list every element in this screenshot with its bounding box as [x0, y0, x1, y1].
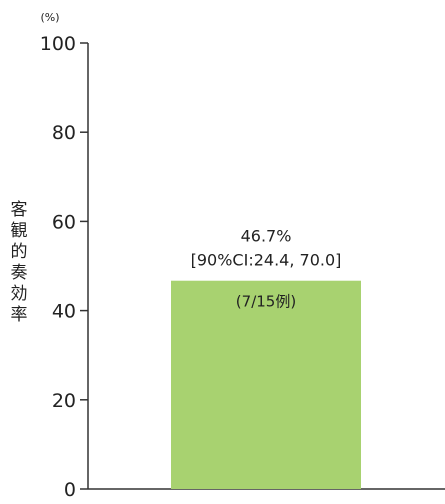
y-axis-title-char: 的	[11, 242, 28, 262]
y-tick-label: 40	[52, 301, 76, 323]
bar-count-label: (7/15例)	[236, 293, 296, 311]
y-axis-title-char: 客	[11, 200, 28, 220]
y-axis-title-char: 奏	[11, 263, 28, 283]
bar	[171, 280, 361, 489]
y-tick-label: 100	[40, 33, 76, 55]
y-axis-title-char: 観	[11, 221, 28, 241]
bars	[171, 280, 361, 489]
y-tick-label: 80	[52, 122, 76, 144]
bar-ci-label: [90%CI:24.4, 70.0]	[191, 251, 342, 270]
y-axis-title-char: 率	[11, 305, 28, 325]
y-axis-title-char: 効	[11, 284, 28, 304]
unit-label: (%)	[40, 11, 59, 24]
y-tick-label: 20	[52, 390, 76, 412]
y-tick-label: 0	[64, 479, 76, 501]
bar-value-label: 46.7%	[241, 227, 292, 246]
y-tick-label: 60	[52, 211, 76, 233]
y-axis-ticks: 0 20 40 60 80 100	[40, 33, 88, 501]
